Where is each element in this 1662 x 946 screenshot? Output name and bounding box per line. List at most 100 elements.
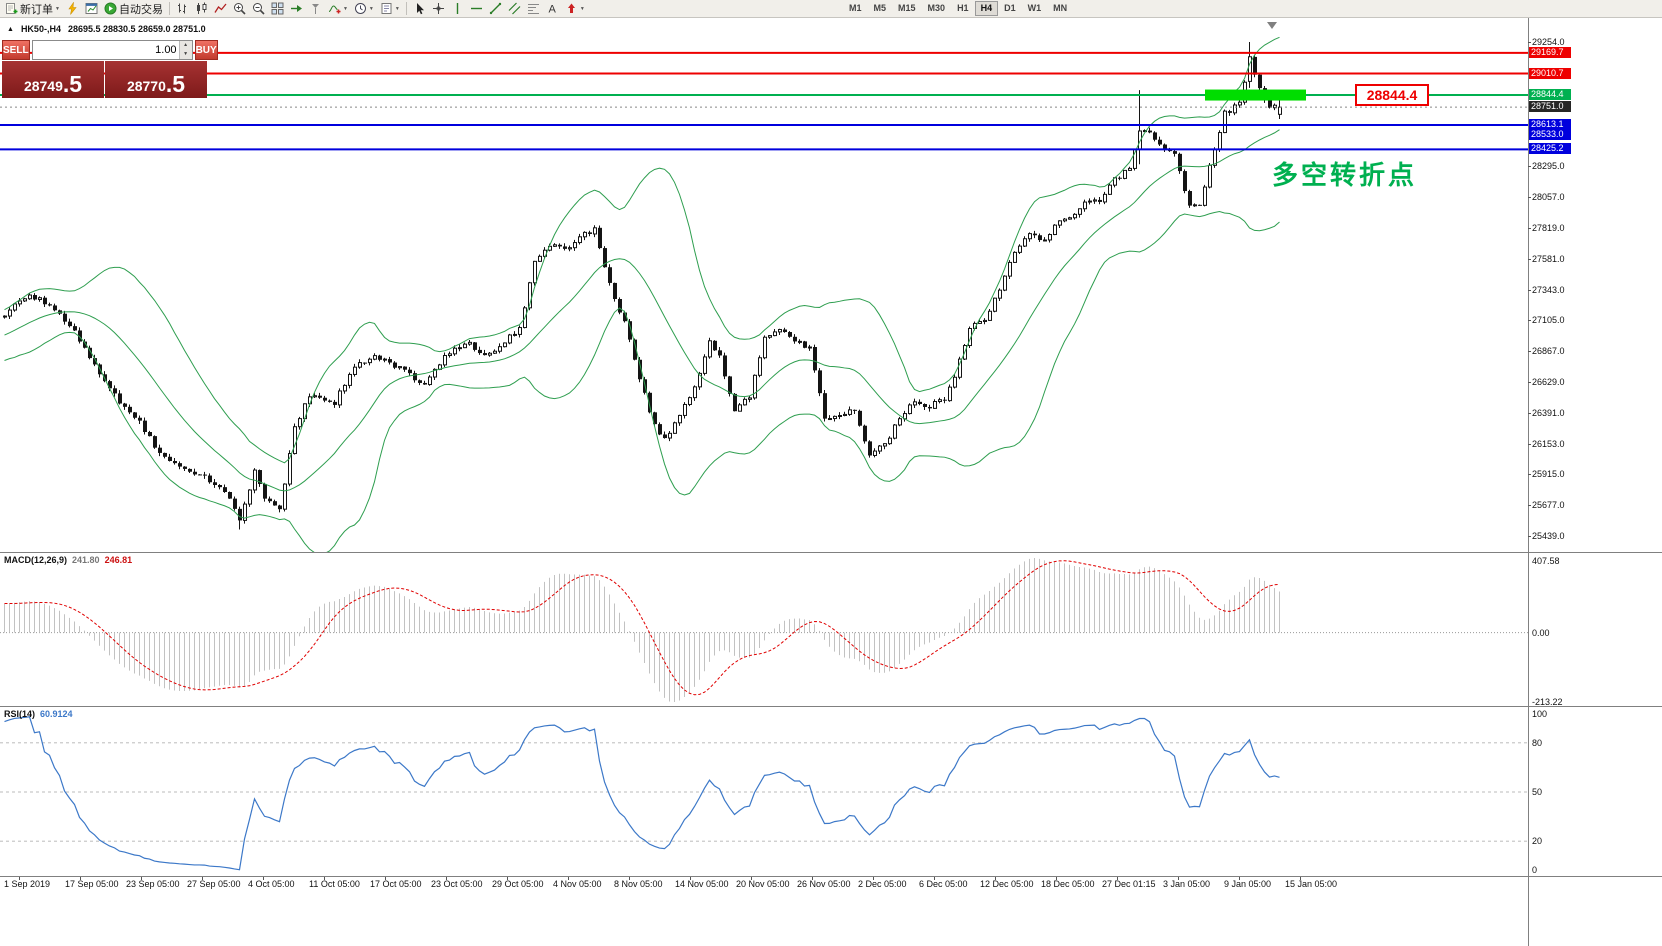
doc-plus-icon: [5, 2, 18, 15]
date-label: 23 Oct 05:00: [431, 879, 483, 889]
auto-scroll-button[interactable]: [287, 0, 306, 17]
new-chart-button[interactable]: [82, 0, 101, 17]
timeframe-button-mn[interactable]: MN: [1047, 1, 1073, 16]
buy-price[interactable]: 28770 .5: [105, 61, 207, 98]
line-chart-button[interactable]: [211, 0, 230, 17]
tile-icon: [271, 2, 284, 15]
vline-button[interactable]: [448, 0, 467, 17]
date-label: 18 Dec 05:00: [1041, 879, 1095, 889]
buy-price-frac: .5: [165, 71, 186, 97]
price-axis-label: 25915.0: [1532, 469, 1565, 479]
date-label: 27 Sep 05:00: [187, 879, 241, 889]
price-axis-label: 25439.0: [1532, 531, 1565, 541]
price-tag-29169.7: 29169.7: [1529, 47, 1571, 58]
date-label: 14 Nov 05:00: [675, 879, 729, 889]
macd-name: MACD(12,26,9): [4, 555, 68, 565]
zoom-in-button[interactable]: [230, 0, 249, 17]
timeframe-button-m5[interactable]: M5: [868, 1, 893, 16]
price-axis[interactable]: 29254.0 28295.0 28057.0 27819.0 27581.0 27343…: [1529, 18, 1661, 946]
time-axis[interactable]: 1 Sep 2019 17 Sep 05:00 23 Sep 05:00 27 Sep…: [0, 18, 1529, 946]
sell-price[interactable]: 28749 .5: [2, 61, 104, 98]
buy-button[interactable]: BUY: [194, 40, 218, 60]
timeframe-button-h1[interactable]: H1: [951, 1, 975, 16]
candles-icon: [195, 2, 208, 15]
channel-icon: [508, 2, 521, 15]
cursor-button[interactable]: [410, 0, 429, 17]
volume-input[interactable]: [32, 41, 179, 59]
price-axis-label: 26867.0: [1532, 346, 1565, 356]
indicators-button[interactable]: ▼: [325, 0, 351, 17]
trendline-button[interactable]: [486, 0, 505, 17]
price-axis-label: 27343.0: [1532, 285, 1565, 295]
hline-button[interactable]: [467, 0, 486, 17]
price-tag-28425.2: 28425.2: [1529, 143, 1571, 154]
periods-button[interactable]: ▼: [351, 0, 377, 17]
price-axis-label: 27105.0: [1532, 315, 1565, 325]
autotrading-button-label: 自动交易: [118, 3, 163, 16]
ohlc-values: 28695.5 28830.5 28659.0 28751.0: [67, 24, 206, 34]
date-label: 8 Nov 05:00: [614, 879, 663, 889]
fibo-button[interactable]: [524, 0, 543, 17]
macd-axis: 407.58 0.00 -213.22: [1532, 18, 1660, 946]
text-button[interactable]: A: [543, 0, 562, 17]
new-order-button-label: 新订单: [20, 3, 53, 16]
price-chart-canvas[interactable]: [0, 18, 1662, 946]
crosshair-icon: [432, 2, 445, 15]
date-label: 3 Jan 05:00: [1163, 879, 1211, 889]
tile-windows-button[interactable]: [268, 0, 287, 17]
one-click-trading-panel: SELL ▲ ▼ BUY 28749 .5 28770 .5: [2, 40, 218, 98]
zoom-out-button[interactable]: [249, 0, 268, 17]
date-label: 29 Oct 05:00: [492, 879, 544, 889]
macd-scale-label: 0.00: [1532, 628, 1550, 638]
candlestick-chart-button[interactable]: [192, 0, 211, 17]
timeframe-button-h4[interactable]: H4: [974, 1, 999, 16]
rsi-scale-label: 80: [1532, 738, 1543, 748]
metaeditor-button[interactable]: [63, 0, 82, 17]
macd-scale-label: -213.22: [1532, 697, 1563, 707]
date-label: 17 Oct 05:00: [370, 879, 422, 889]
arrows-button[interactable]: ▼: [562, 0, 588, 17]
price-axis-label: 25677.0: [1532, 500, 1565, 510]
price-tag-28613.1: 28613.1: [1529, 119, 1571, 130]
chart-shift-button[interactable]: [306, 0, 325, 17]
timeframe-button-m30[interactable]: M30: [922, 1, 952, 16]
templates-button[interactable]: ▼: [377, 0, 403, 17]
volume-up-button[interactable]: ▲: [179, 41, 192, 50]
date-label: 9 Jan 05:00: [1224, 879, 1272, 889]
timeframe-button-m1[interactable]: M1: [843, 1, 868, 16]
autotrading-button[interactable]: 自动交易: [101, 0, 166, 17]
price-axis-label: 26629.0: [1532, 377, 1565, 387]
price-tag-29010.7: 29010.7: [1529, 68, 1571, 79]
timeframe-button-m15[interactable]: M15: [892, 1, 922, 16]
date-label: 12 Dec 05:00: [980, 879, 1034, 889]
toolbar-separator: [405, 2, 407, 15]
one-click-expander-icon[interactable]: ▲: [7, 25, 14, 33]
new-order-button[interactable]: 新订单 ▼: [2, 0, 63, 17]
price-flag-label[interactable]: 28844.4: [1355, 84, 1429, 106]
date-label: 4 Oct 05:00: [248, 879, 295, 889]
price-axis-label: 27819.0: [1532, 223, 1565, 233]
macd-signal-value: 246.81: [104, 555, 133, 565]
chart-title: ▲ HK50-,H4 28695.5 28830.5 28659.0 28751…: [7, 24, 206, 34]
timeframe-button-d1[interactable]: D1: [998, 1, 1022, 16]
fibo-icon: [527, 2, 540, 15]
timeframe-button-w1[interactable]: W1: [1022, 1, 1048, 16]
buy-price-main: 28770: [126, 78, 166, 94]
zoom-out-icon: [252, 2, 265, 15]
timeframe-toolbar: M1 M5 M15 M30 H1 H4 D1 W1 MN: [843, 1, 1073, 16]
date-label: 1 Sep 2019: [4, 879, 51, 889]
caret-down-icon: ▼: [368, 5, 374, 12]
price-tag-28844.4: 28844.4: [1529, 89, 1571, 100]
channel-button[interactable]: [505, 0, 524, 17]
volume-down-button[interactable]: ▼: [179, 50, 192, 59]
date-label: 17 Sep 05:00: [65, 879, 119, 889]
date-label: 4 Nov 05:00: [553, 879, 602, 889]
turning-point-label[interactable]: 多空转折点: [1272, 160, 1418, 190]
indicator-plus-icon: [328, 2, 341, 15]
vline-icon: [451, 2, 464, 15]
bar-chart-button[interactable]: [173, 0, 192, 17]
chart-window: ▲ HK50-,H4 28695.5 28830.5 28659.0 28751…: [0, 18, 1662, 946]
sell-button[interactable]: SELL: [2, 40, 30, 60]
crosshair-button[interactable]: [429, 0, 448, 17]
rsi-scale-label: 0: [1532, 865, 1538, 875]
